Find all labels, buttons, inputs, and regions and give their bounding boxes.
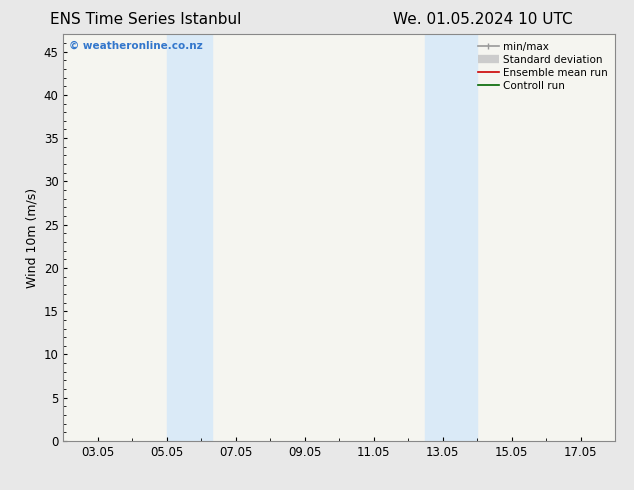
Text: © weatheronline.co.nz: © weatheronline.co.nz [69,40,203,50]
Legend: min/max, Standard deviation, Ensemble mean run, Controll run: min/max, Standard deviation, Ensemble me… [476,40,610,93]
Text: We. 01.05.2024 10 UTC: We. 01.05.2024 10 UTC [393,12,573,27]
Bar [167,34,212,441]
Text: ENS Time Series Istanbul: ENS Time Series Istanbul [49,12,241,27]
Bar [425,34,477,441]
Y-axis label: Wind 10m (m/s): Wind 10m (m/s) [25,188,38,288]
